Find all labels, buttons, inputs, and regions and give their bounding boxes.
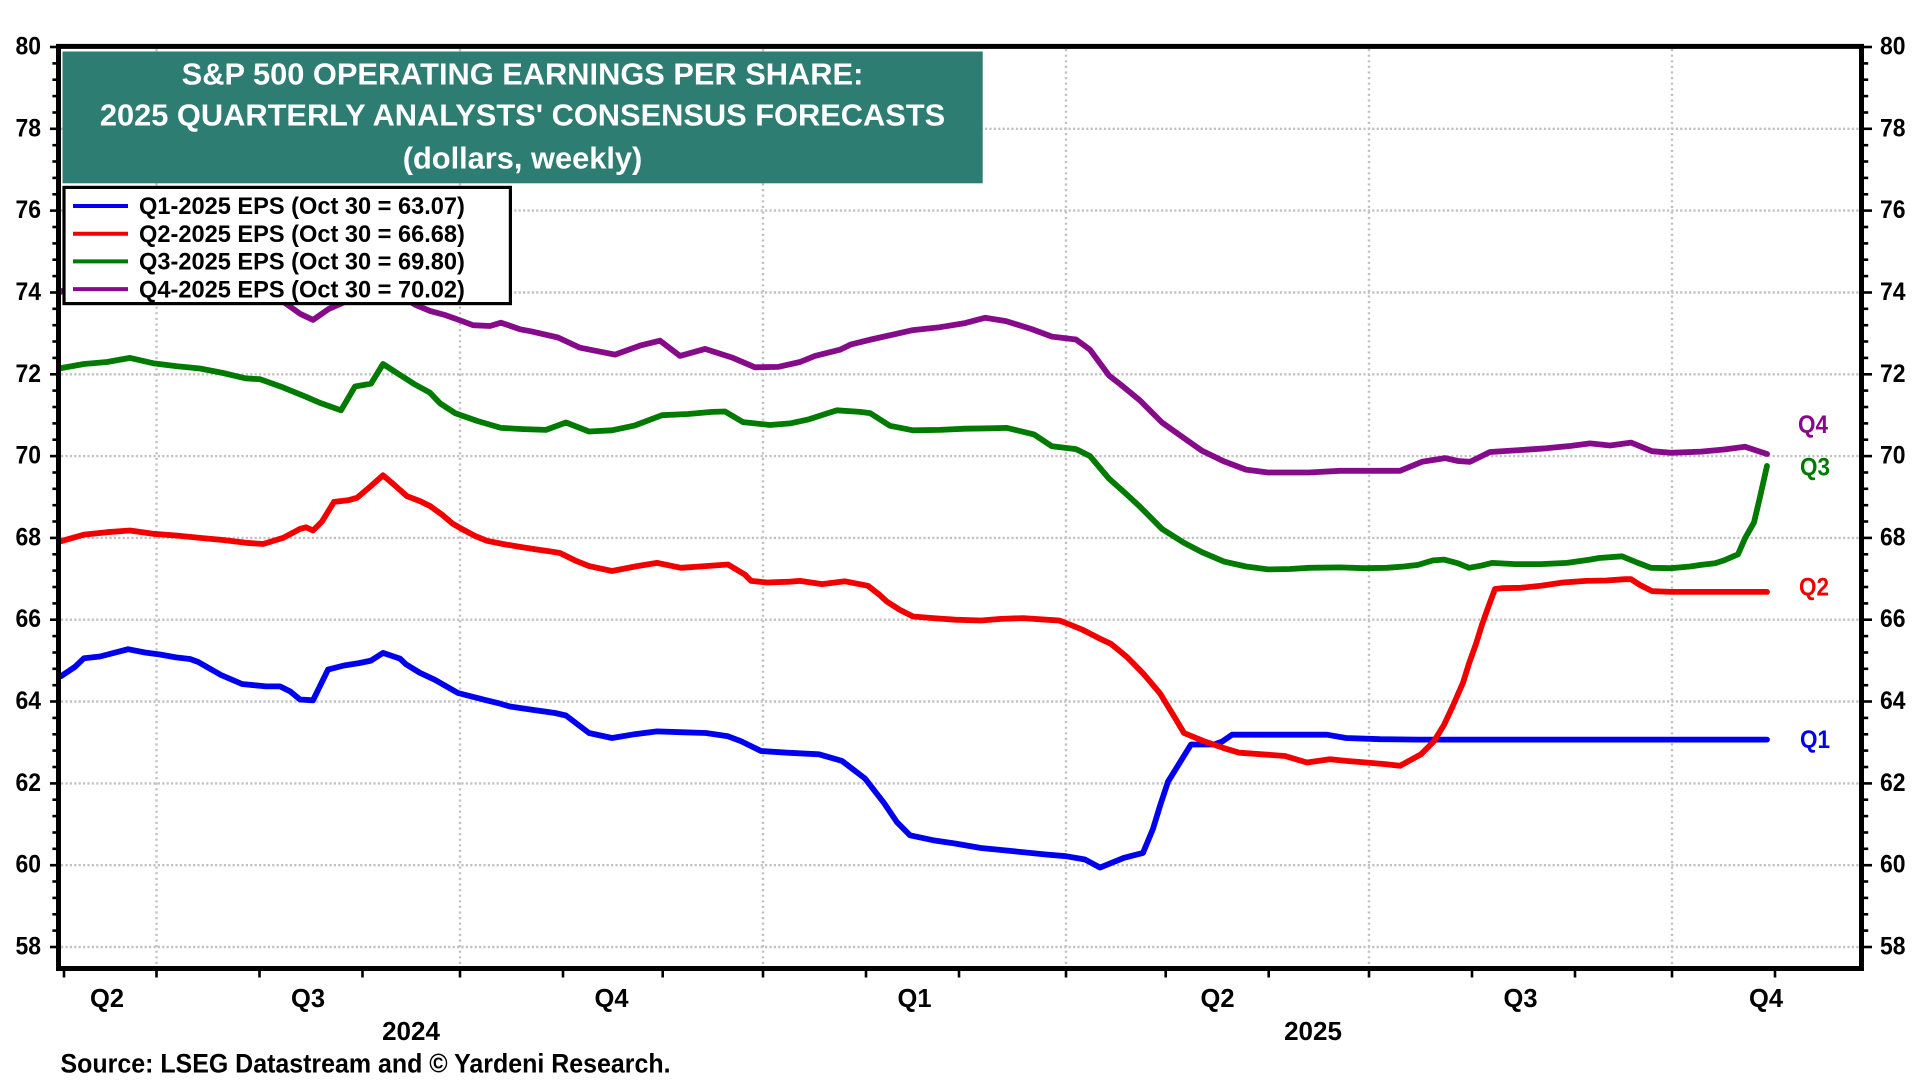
svg-text:Q3-2025 EPS (Oct 30 = 69.80): Q3-2025 EPS (Oct 30 = 69.80) <box>139 250 465 276</box>
svg-text:76: 76 <box>16 196 42 224</box>
svg-text:76: 76 <box>1880 196 1906 224</box>
svg-text:Q4: Q4 <box>1749 983 1784 1013</box>
svg-text:62: 62 <box>16 769 42 797</box>
svg-text:Q3: Q3 <box>1800 454 1830 482</box>
svg-text:Q2: Q2 <box>1799 574 1829 602</box>
svg-text:72: 72 <box>16 360 42 388</box>
svg-text:80: 80 <box>16 33 42 61</box>
svg-text:Q1-2025 EPS (Oct 30 = 63.07): Q1-2025 EPS (Oct 30 = 63.07) <box>139 194 465 220</box>
svg-text:78: 78 <box>1880 114 1906 142</box>
svg-text:Q2: Q2 <box>1201 983 1235 1013</box>
svg-text:68: 68 <box>1880 523 1906 551</box>
svg-text:60: 60 <box>16 851 42 879</box>
svg-text:74: 74 <box>16 278 42 306</box>
svg-text:58: 58 <box>1880 933 1906 961</box>
svg-text:70: 70 <box>1880 442 1906 470</box>
svg-text:70: 70 <box>16 442 42 470</box>
svg-text:74: 74 <box>1880 278 1906 306</box>
svg-text:Q3: Q3 <box>291 983 325 1013</box>
svg-text:Source: LSEG Datastream and ©: Source: LSEG Datastream and © Yardeni Re… <box>61 1049 671 1079</box>
svg-text:60: 60 <box>1880 851 1906 879</box>
svg-text:2025: 2025 <box>1284 1016 1342 1046</box>
svg-text:Q3: Q3 <box>1504 983 1538 1013</box>
svg-text:Q2: Q2 <box>90 983 124 1013</box>
svg-text:62: 62 <box>1880 769 1906 797</box>
svg-text:2025 QUARTERLY ANALYSTS' CONSE: 2025 QUARTERLY ANALYSTS' CONSENSUS FOREC… <box>100 97 945 132</box>
svg-text:Q4: Q4 <box>595 983 630 1013</box>
svg-text:72: 72 <box>1880 360 1906 388</box>
svg-text:64: 64 <box>1880 687 1906 715</box>
svg-text:58: 58 <box>16 933 42 961</box>
svg-text:66: 66 <box>1880 605 1906 633</box>
svg-text:Q4-2025 EPS (Oct 30 = 70.02): Q4-2025 EPS (Oct 30 = 70.02) <box>139 277 465 303</box>
svg-text:64: 64 <box>16 687 42 715</box>
svg-text:66: 66 <box>16 605 42 633</box>
svg-text:68: 68 <box>16 523 42 551</box>
svg-text:Q1: Q1 <box>1800 726 1830 754</box>
svg-text:80: 80 <box>1880 33 1906 61</box>
svg-text:S&P 500 OPERATING EARNINGS PER: S&P 500 OPERATING EARNINGS PER SHARE: <box>182 56 864 91</box>
svg-text:(dollars, weekly): (dollars, weekly) <box>403 141 643 176</box>
svg-text:2024: 2024 <box>382 1016 440 1046</box>
svg-text:Q4: Q4 <box>1798 411 1828 439</box>
svg-text:78: 78 <box>16 114 42 142</box>
svg-text:Q2-2025 EPS (Oct 30 = 66.68): Q2-2025 EPS (Oct 30 = 66.68) <box>139 222 465 248</box>
svg-text:Q1: Q1 <box>898 983 932 1013</box>
